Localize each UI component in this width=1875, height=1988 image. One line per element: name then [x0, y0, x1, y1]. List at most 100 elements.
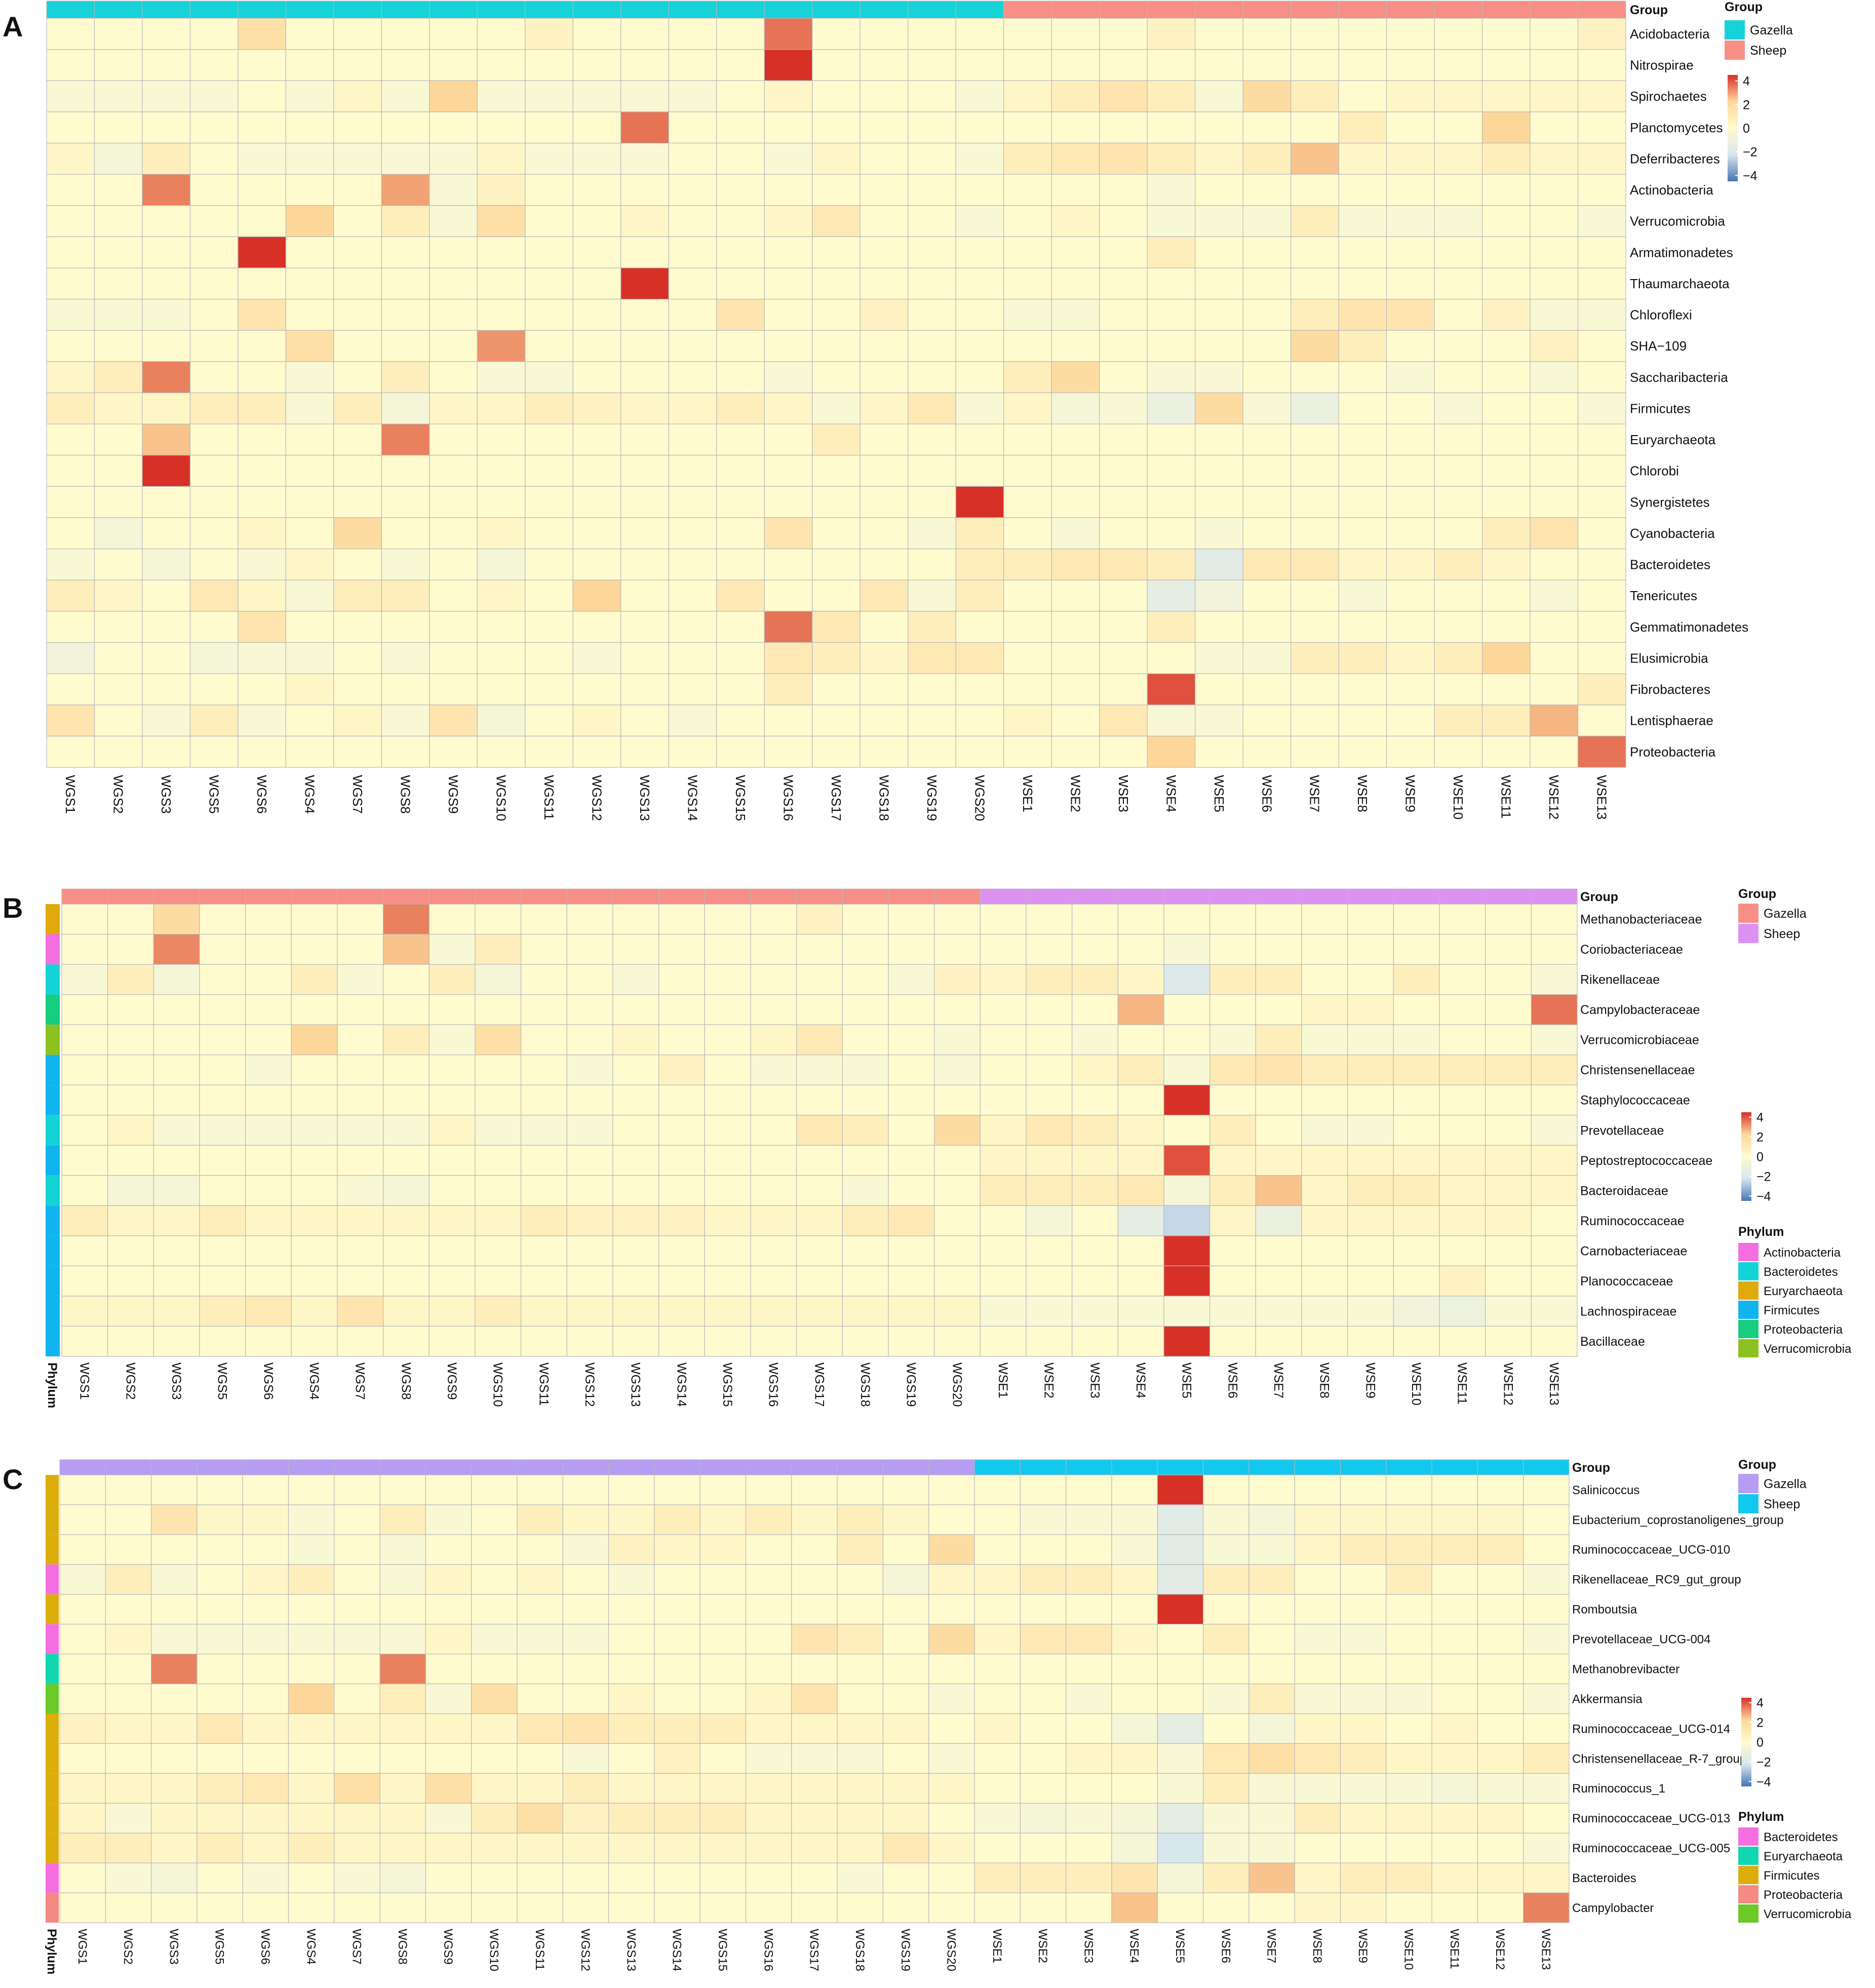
heatmap-cell	[285, 18, 334, 50]
heatmap-cell	[620, 236, 669, 268]
row-label-prevotellaceae: Prevotellaceae	[1580, 1123, 1664, 1138]
heatmap-cell	[94, 392, 143, 424]
heatmap-cell	[142, 705, 191, 736]
heatmap-cell	[668, 642, 717, 674]
column-label-wgs11: WGS11	[541, 775, 557, 820]
row-label-bacteroidaceae: Bacteroidaceae	[1580, 1184, 1668, 1198]
heatmap-cell	[521, 1175, 567, 1206]
heatmap-cell	[1157, 1594, 1204, 1625]
heatmap-cell	[1291, 174, 1339, 206]
heatmap-cell	[61, 994, 108, 1025]
group-bar-cell	[716, 1, 765, 19]
heatmap-cell	[699, 1683, 747, 1714]
heatmap-cell	[333, 673, 382, 706]
heatmap-cell	[668, 705, 717, 736]
heatmap-cell	[1051, 18, 1100, 50]
legend-scale-label: 4	[1756, 1111, 1764, 1125]
heatmap-cell	[934, 1265, 981, 1297]
group-bar-label: Group	[1580, 890, 1618, 904]
heatmap-cell	[1248, 1683, 1295, 1714]
heatmap-cell	[699, 1862, 747, 1893]
heatmap-cell	[429, 579, 478, 612]
heatmap-cell	[704, 933, 751, 965]
heatmap-cell	[1255, 1205, 1302, 1236]
heatmap-cell	[562, 1773, 609, 1804]
heatmap-cell	[1248, 1743, 1295, 1774]
heatmap-cell	[197, 1504, 243, 1535]
group-bar-cell	[1386, 1, 1435, 19]
heatmap-cell	[517, 1713, 563, 1744]
heatmap-cell	[1072, 1024, 1118, 1056]
phylum-bar-cell	[46, 934, 60, 965]
heatmap-cell	[882, 1862, 929, 1893]
heatmap-cell	[1147, 330, 1196, 362]
heatmap-cell	[1386, 1534, 1432, 1565]
heatmap-cell	[477, 49, 526, 81]
heatmap-cell	[1386, 642, 1435, 674]
heatmap-cell	[1099, 111, 1148, 144]
heatmap-cell	[189, 330, 239, 362]
heatmap-cell	[1195, 486, 1243, 518]
heatmap-cell	[750, 1024, 797, 1056]
heatmap-cell	[285, 579, 334, 612]
heatmap-cell	[1111, 1743, 1158, 1774]
heatmap-cell	[1202, 1683, 1249, 1714]
heatmap-cell	[1209, 1235, 1256, 1267]
heatmap-cell	[1099, 705, 1148, 736]
heatmap-cell	[1301, 933, 1348, 965]
row-label-fibrobacteres: Fibrobacteres	[1630, 682, 1710, 697]
column-label-wgs16: WGS16	[761, 1929, 775, 1971]
heatmap-cell	[955, 174, 1004, 206]
heatmap-cell	[974, 1803, 1021, 1834]
heatmap-cell	[291, 1326, 338, 1357]
heatmap-cell	[955, 705, 1004, 736]
heatmap-cell	[704, 1326, 751, 1357]
heatmap-cell	[562, 1654, 609, 1685]
heatmap-cell	[429, 705, 478, 736]
heatmap-cell	[620, 455, 669, 487]
heatmap-cell	[812, 579, 861, 612]
heatmap-cell	[242, 1624, 289, 1655]
heatmap-cell	[934, 994, 981, 1025]
heatmap-cell	[425, 1892, 472, 1923]
heatmap-cell	[1248, 1773, 1295, 1804]
heatmap-cell	[238, 455, 287, 487]
heatmap-cell	[337, 994, 384, 1025]
heatmap-cell	[59, 1713, 106, 1744]
phylum-bar-cell	[46, 1475, 59, 1505]
heatmap-cell	[1195, 236, 1243, 268]
heatmap-cell	[107, 904, 154, 935]
legend-phylum-firmicutes: Firmicutes	[1764, 1869, 1820, 1883]
column-label-wgs16: WGS16	[766, 1362, 780, 1407]
heatmap-cell	[197, 1624, 243, 1655]
heatmap-cell	[1248, 1534, 1295, 1565]
heatmap-cell	[620, 80, 669, 112]
heatmap-cell	[1099, 455, 1148, 487]
heatmap-cell	[1003, 455, 1052, 487]
heatmap-cell	[842, 904, 889, 935]
heatmap-cell	[477, 423, 526, 456]
group-bar-cell	[812, 1, 861, 19]
heatmap-cell	[928, 1862, 975, 1893]
legend-group-sheep: Sheep	[1764, 1497, 1800, 1511]
heatmap-cell	[1485, 1055, 1532, 1085]
heatmap-cell	[425, 1833, 472, 1863]
heatmap-cell	[716, 705, 765, 736]
heatmap-cell	[562, 1683, 609, 1714]
heatmap-cell	[716, 517, 765, 550]
group-bar-cell	[429, 1, 478, 19]
heatmap-cell	[94, 423, 143, 456]
heatmap-cell	[142, 486, 191, 518]
group-bar-cell	[46, 1, 95, 19]
heatmap-cell	[764, 267, 813, 300]
heatmap-cell	[1111, 1534, 1158, 1565]
heatmap-cell	[1338, 549, 1387, 580]
group-bar-cell	[1477, 1459, 1524, 1475]
column-label-wgs19: WGS19	[924, 775, 940, 821]
heatmap-cell	[1431, 1743, 1478, 1774]
heatmap-cell	[142, 392, 191, 424]
heatmap-cell	[59, 1803, 106, 1834]
heatmap-cell	[142, 455, 191, 487]
heatmap-cell	[1099, 611, 1148, 643]
heatmap-cell	[242, 1743, 289, 1774]
